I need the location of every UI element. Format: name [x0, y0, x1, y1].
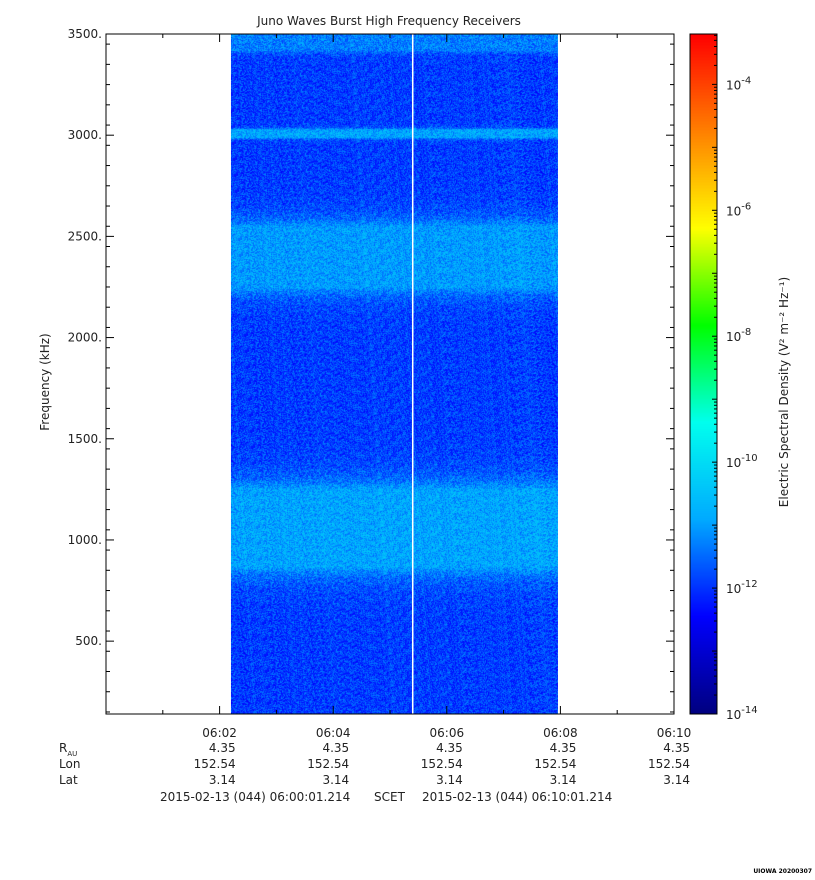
ephemeris-value: 3.14: [663, 773, 690, 787]
ephemeris-value: 152.54: [307, 757, 350, 771]
ephemeris-value: 4.35: [208, 741, 236, 755]
ephemeris-row-label: Lon: [59, 757, 81, 771]
y-tick-label: 2000.: [68, 331, 102, 345]
y-tick-label: 500.: [75, 634, 102, 648]
colorbar-tick-label: 10-8: [726, 327, 751, 344]
colorbar-label: Electric Spectral Density (V² m⁻² Hz⁻¹): [777, 277, 791, 507]
x-tick-label: 06:06: [430, 726, 465, 740]
ephemeris-value: 152.54: [534, 757, 577, 771]
y-tick-label: 3500.: [68, 27, 102, 41]
ephemeris-value: 4.35: [549, 741, 577, 755]
colorbar-tick-label: 10-4: [726, 75, 751, 92]
footer-start-time: 2015-02-13 (044) 06:00:01.214: [160, 790, 351, 804]
x-tick-label: 06:10: [657, 726, 692, 740]
ephemeris-value: 4.35: [436, 741, 463, 755]
colorbar-tick-label: 10-14: [726, 705, 758, 722]
colorbar-ticks: 10-4 10-6 10-8 10-10 10-12 10-14: [712, 34, 758, 722]
ephemeris-value: 3.14: [208, 773, 236, 787]
y-tick-label: 3000.: [68, 128, 102, 142]
x-axis-ticks: 06:02 06:04 06:06 06:08 06:10: [105, 34, 692, 740]
y-axis-label: Frequency (kHz): [38, 333, 52, 430]
y-tick-label: 2500.: [68, 229, 102, 243]
x-tick-label: 06:02: [202, 726, 237, 740]
ephemeris-row-label: Lat: [59, 773, 78, 787]
colorbar-tick-label: 10-6: [726, 201, 751, 218]
ephemeris-value: 4.35: [663, 741, 690, 755]
ephemeris-value: 3.14: [549, 773, 577, 787]
colorbar: 10-4 10-6 10-8 10-10 10-12 10-14 Electric Spe…: [689, 33, 791, 722]
ephemeris-value: 3.14: [436, 773, 463, 787]
credit-stamp: UIOWA 20200307: [753, 868, 812, 875]
y-tick-label: 1500.: [68, 432, 102, 446]
ephemeris-row-sublabel: AU: [67, 750, 78, 758]
plot-area: 3500. 3000. 2500. 2000. 1500. 1000. 500. 06:02…: [68, 27, 692, 740]
footer-scet: SCET: [374, 790, 405, 804]
footer-end-time: 2015-02-13 (044) 06:10:01.214: [422, 790, 613, 804]
ephemeris-row-label: RAU: [59, 741, 78, 758]
ephemeris-value: 152.54: [420, 757, 463, 771]
x-tick-label: 06:04: [316, 726, 351, 740]
ephemeris-value: 4.35: [322, 741, 350, 755]
ephemeris-value: 152.54: [648, 757, 690, 771]
x-tick-label: 06:08: [543, 726, 578, 740]
y-axis-ticks: 3500. 3000. 2500. 2000. 1500. 1000. 500.: [68, 27, 674, 713]
y-tick-label: 1000.: [68, 533, 102, 547]
spectrogram-heatmap: [230, 34, 558, 714]
ephemeris-value: 3.14: [322, 773, 350, 787]
colorbar-frame: [689, 33, 718, 715]
colorbar-tick-label: 10-10: [726, 453, 758, 470]
ephemeris-value: 152.54: [193, 757, 236, 771]
chart-title: Juno Waves Burst High Frequency Receiver…: [256, 14, 521, 28]
colorbar-tick-label: 10-12: [726, 579, 758, 596]
colorbar-gradient: [690, 34, 717, 714]
